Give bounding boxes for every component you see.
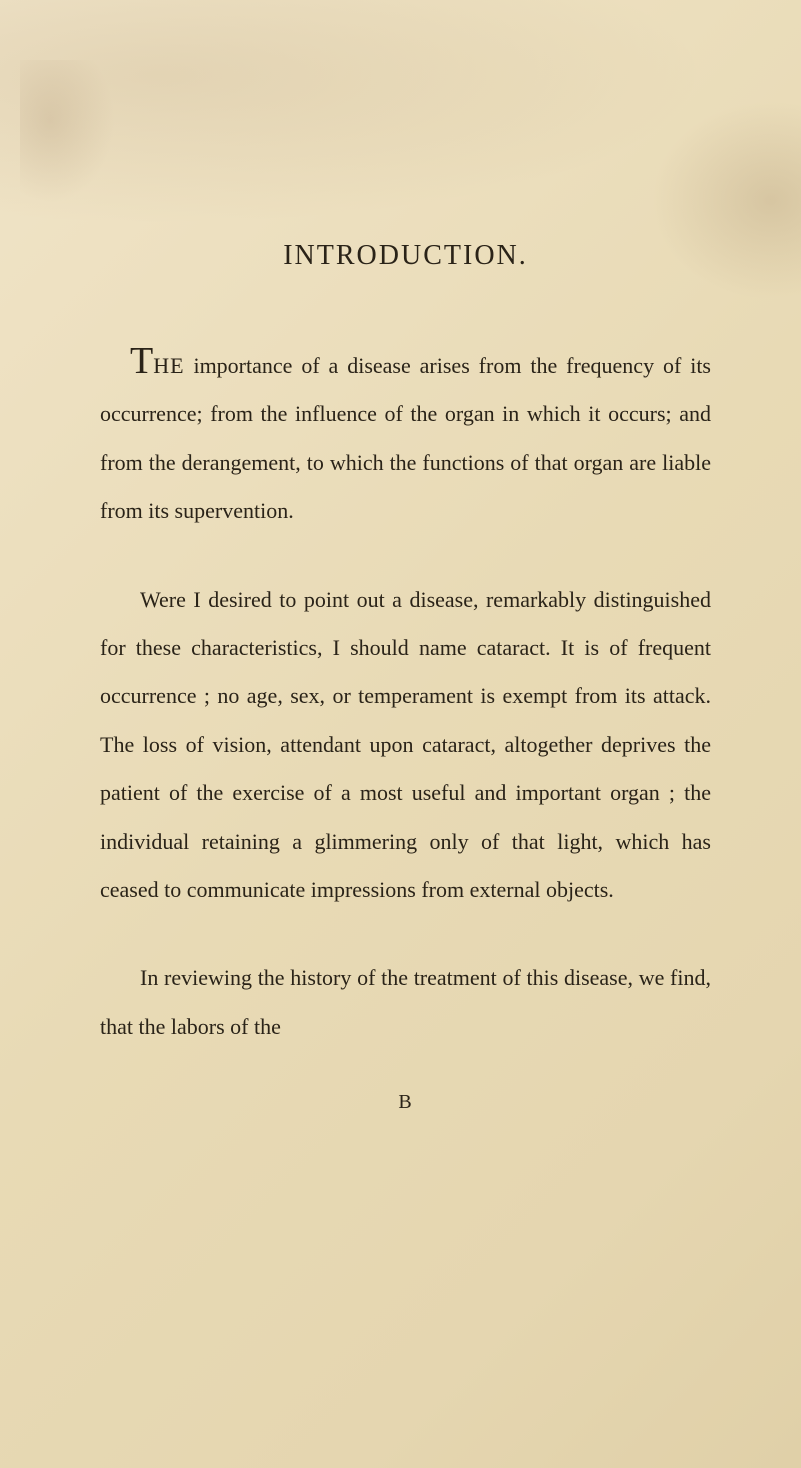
paragraph-2: Were I desired to point out a disease, r… xyxy=(100,576,711,915)
paragraph-1: THE importance of a disease arises from … xyxy=(100,342,711,536)
page-aging-stain xyxy=(20,60,120,210)
smallcaps-text: HE xyxy=(153,353,184,378)
page-content: INTRODUCTION. THE importance of a diseas… xyxy=(100,240,711,1114)
dropcap-letter: T xyxy=(130,340,153,382)
chapter-title: INTRODUCTION. xyxy=(100,240,711,272)
page-signature-mark: B xyxy=(100,1091,711,1114)
paragraph-1-body: importance of a disease arises from the … xyxy=(100,353,711,523)
paragraph-3: In reviewing the history of the treatmen… xyxy=(100,954,711,1051)
